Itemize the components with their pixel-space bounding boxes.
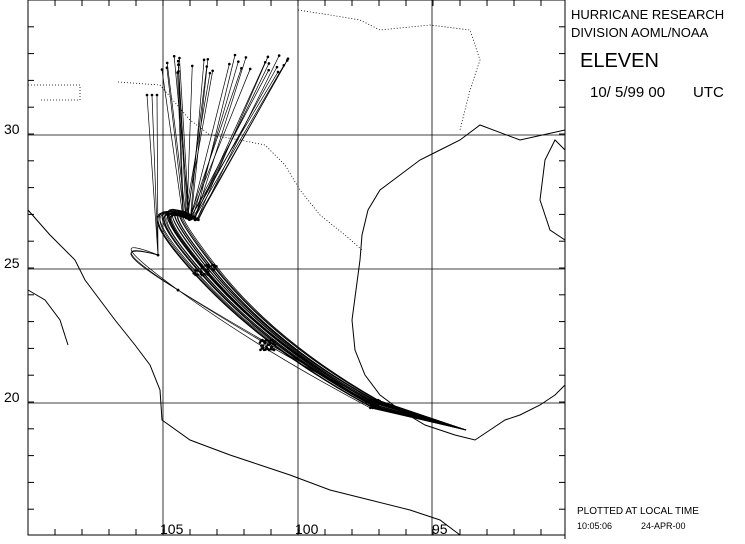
track-point [178,56,181,60]
lon-label: 105 [160,521,184,537]
state-border [28,84,81,101]
track-point [165,61,169,65]
track-point [240,67,243,70]
storm-name: ELEVEN [580,50,659,72]
track-point [276,70,280,74]
lon-label: 100 [295,521,319,537]
graticule [28,0,565,535]
header-line: HURRICANE RESEARCH [571,7,724,22]
track-point [192,215,195,219]
pacific-coast [27,209,461,536]
lon-label: 95 [432,521,448,537]
track [157,71,467,431]
track-point [176,288,180,292]
track-point [192,272,196,275]
gulf-coast [351,124,566,441]
track-point [172,54,176,58]
track-point [275,65,279,69]
track [171,66,467,431]
track-point [369,403,373,406]
track-point [206,263,209,267]
track-point [244,56,248,59]
track-point [248,67,252,71]
track-point [199,263,203,267]
track-point [194,269,197,272]
track-point [282,64,286,67]
forecast-tracks [130,53,467,431]
track-point [177,63,180,66]
footer-date: 24-APR-00 [641,521,686,531]
lat-label: 20 [4,389,20,405]
track-point [237,60,240,63]
track-point [156,253,160,257]
track-point [211,69,214,73]
florida-coast [539,139,566,241]
track-point [271,348,275,351]
track-point [368,400,372,404]
track-point [202,58,206,62]
lat-label: 30 [4,121,20,137]
track-point [369,406,372,410]
track-point [258,341,262,344]
track [167,71,467,431]
track [130,94,467,431]
track-point [190,64,194,68]
track-point [184,214,187,217]
track-point [211,263,214,267]
track-point [205,65,209,68]
track-point [266,55,270,59]
track-point [150,93,154,97]
track-point [208,71,212,75]
track-point [259,348,262,352]
track-point [267,68,270,72]
track-point [263,60,267,64]
track-point [176,59,180,63]
track-point [265,345,268,348]
header-line: DIVISION AOML/NOAA [571,25,709,40]
footer-note: PLOTTED AT LOCAL TIME [577,506,699,517]
time-zone: UTC [693,84,724,101]
footer-time: 10:05:06 [577,521,612,531]
track-point [203,272,206,276]
track-point [190,214,193,218]
track-point [206,57,210,61]
track-point [160,68,164,71]
track-point [228,62,231,66]
track-point [195,217,199,220]
forecast-date: 10/ 5/99 00 [590,84,665,101]
track-point [145,93,149,97]
track-point [233,53,237,57]
track [130,94,467,431]
baja-coast [27,289,69,346]
track-point [204,264,207,267]
track-point [196,269,200,272]
track-point [176,71,179,74]
track-point [285,59,289,62]
track-point [267,62,271,65]
track-point [200,270,203,273]
track-point [155,93,159,97]
lat-label: 25 [4,255,20,271]
track-point [277,54,281,57]
ticks [27,0,565,535]
track-point [165,66,169,70]
state-border [297,9,481,131]
